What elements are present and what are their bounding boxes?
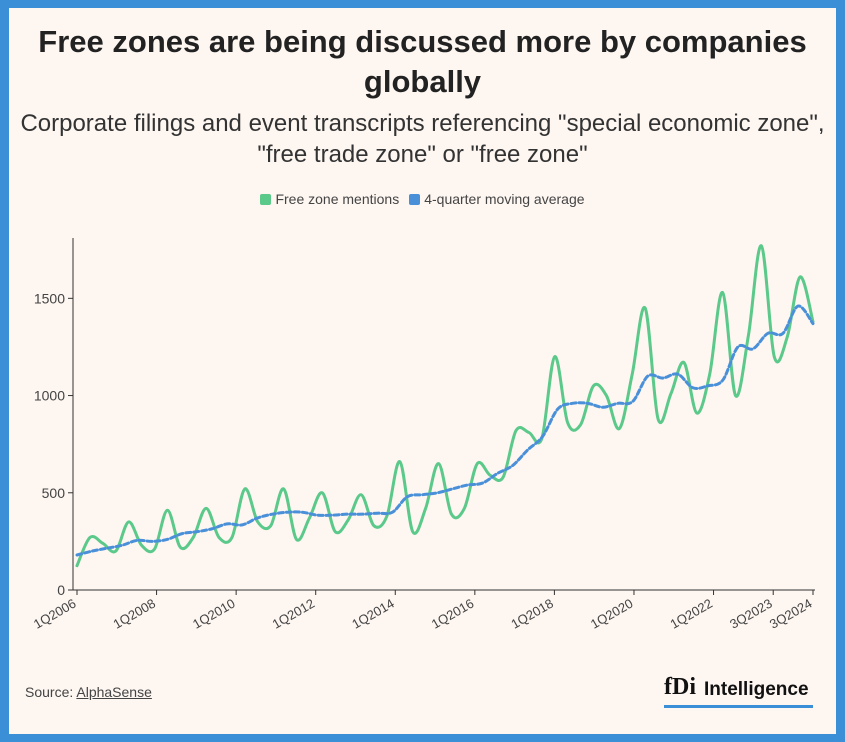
chart-subtitle: Corporate filings and event transcripts … (20, 110, 825, 168)
x-tick-label: 1Q2018 (508, 596, 556, 632)
x-tick-label: 1Q2006 (31, 596, 79, 632)
x-tick-label: 1Q2012 (270, 596, 318, 632)
logo-underline (664, 705, 813, 708)
y-tick-label: 1500 (34, 290, 65, 306)
source-label: Source: (25, 684, 74, 700)
source-note: Source: AlphaSense (25, 684, 152, 700)
chart-legend: Free zone mentions 4-quarter moving aver… (9, 191, 836, 207)
fdi-intelligence-logo: fDi Intelligence (664, 674, 814, 710)
source-link[interactable]: AlphaSense (76, 684, 152, 700)
x-tick-label: 1Q2008 (111, 596, 159, 632)
x-tick-label: 1Q2010 (190, 596, 238, 632)
legend-label-average: 4-quarter moving average (424, 191, 585, 207)
x-tick-label: 3Q2023 (727, 596, 775, 632)
logo-fdi-text: fDi (664, 674, 696, 700)
logo-intelligence-text: Intelligence (704, 679, 809, 700)
x-tick-label: 1Q2016 (429, 596, 477, 632)
series-line-mentions (75, 244, 815, 568)
x-tick-label: 1Q2014 (349, 596, 397, 632)
chart-title: Free zones are being discussed more by c… (38, 24, 807, 99)
y-tick-label: 0 (57, 582, 65, 598)
legend-label-mentions: Free zone mentions (275, 191, 400, 207)
legend-item-mentions[interactable]: Free zone mentions (260, 191, 399, 207)
chart-frame: Free zones are being discussed more by c… (9, 8, 836, 734)
x-tick-label: 1Q2022 (667, 596, 715, 632)
line-chart: 0 500 1000 1500 1Q2006 1Q2008 1Q2010 1Q2012 1Q20… (31, 238, 815, 632)
legend-swatch-mentions (260, 193, 272, 205)
x-tick-label: 3Q2024 (767, 596, 815, 632)
legend-swatch-average (409, 193, 421, 205)
y-tick-label: 1000 (34, 388, 65, 404)
series-line-moving-average (75, 304, 815, 557)
legend-item-average[interactable]: 4-quarter moving average (409, 191, 585, 207)
y-tick-label: 500 (42, 485, 66, 501)
x-tick-label: 1Q2020 (588, 596, 636, 632)
